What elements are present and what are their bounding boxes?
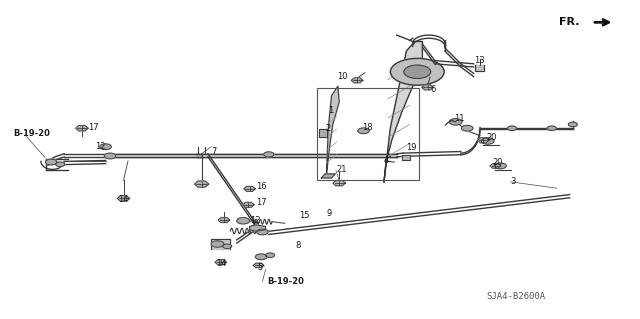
Text: 17: 17 bbox=[256, 198, 267, 207]
Circle shape bbox=[449, 119, 462, 125]
Text: 17: 17 bbox=[88, 123, 99, 132]
Circle shape bbox=[266, 253, 275, 257]
Text: 16: 16 bbox=[256, 182, 267, 191]
Polygon shape bbox=[253, 263, 264, 268]
Circle shape bbox=[100, 144, 111, 150]
Polygon shape bbox=[218, 218, 230, 223]
Text: 3: 3 bbox=[511, 177, 516, 186]
Text: 11: 11 bbox=[454, 114, 465, 122]
Circle shape bbox=[390, 58, 444, 85]
Text: SJA4-B2600A: SJA4-B2600A bbox=[486, 293, 545, 301]
Polygon shape bbox=[215, 260, 227, 265]
Circle shape bbox=[237, 218, 250, 224]
Polygon shape bbox=[475, 65, 484, 71]
Polygon shape bbox=[244, 186, 255, 191]
Text: 20: 20 bbox=[493, 158, 503, 167]
Text: 5: 5 bbox=[257, 263, 262, 271]
Text: 12: 12 bbox=[95, 142, 105, 151]
Text: 15: 15 bbox=[300, 211, 310, 220]
Circle shape bbox=[358, 128, 369, 134]
Text: 10: 10 bbox=[337, 72, 348, 81]
Text: FR.: FR. bbox=[559, 17, 580, 27]
Polygon shape bbox=[402, 155, 410, 160]
Circle shape bbox=[45, 159, 57, 165]
Text: 13: 13 bbox=[474, 56, 484, 65]
Circle shape bbox=[211, 241, 224, 247]
Text: 7: 7 bbox=[211, 147, 216, 156]
Polygon shape bbox=[76, 126, 88, 131]
Polygon shape bbox=[351, 78, 363, 83]
Text: 20: 20 bbox=[486, 133, 497, 142]
Polygon shape bbox=[333, 181, 346, 186]
Polygon shape bbox=[195, 181, 209, 187]
Polygon shape bbox=[422, 85, 433, 90]
Text: 19: 19 bbox=[406, 143, 417, 152]
Polygon shape bbox=[384, 41, 422, 182]
Polygon shape bbox=[319, 129, 327, 137]
Polygon shape bbox=[477, 138, 489, 143]
Text: 14: 14 bbox=[216, 259, 226, 268]
Text: 4: 4 bbox=[384, 156, 389, 165]
Text: 9: 9 bbox=[326, 209, 332, 218]
Circle shape bbox=[461, 125, 473, 131]
Circle shape bbox=[223, 244, 232, 249]
Text: 21: 21 bbox=[336, 165, 346, 174]
Polygon shape bbox=[211, 239, 230, 249]
Text: 2: 2 bbox=[326, 124, 331, 133]
Circle shape bbox=[495, 163, 506, 169]
Text: 12: 12 bbox=[250, 216, 260, 225]
Circle shape bbox=[257, 229, 268, 235]
Text: B-19-20: B-19-20 bbox=[13, 130, 50, 138]
Circle shape bbox=[508, 126, 516, 130]
Text: 6: 6 bbox=[430, 85, 435, 94]
Text: 1: 1 bbox=[328, 106, 333, 115]
Polygon shape bbox=[243, 202, 254, 207]
Text: 18: 18 bbox=[362, 123, 372, 132]
Text: 14: 14 bbox=[118, 195, 129, 204]
Bar bbox=[317, 88, 419, 180]
Polygon shape bbox=[250, 225, 266, 231]
Polygon shape bbox=[117, 196, 130, 201]
Polygon shape bbox=[321, 174, 335, 178]
Polygon shape bbox=[326, 86, 339, 175]
Text: B-19-20: B-19-20 bbox=[268, 277, 305, 286]
Circle shape bbox=[264, 152, 274, 157]
Circle shape bbox=[568, 122, 577, 127]
Circle shape bbox=[481, 138, 494, 144]
Circle shape bbox=[547, 126, 556, 130]
Circle shape bbox=[404, 65, 431, 78]
Polygon shape bbox=[490, 164, 500, 168]
Text: 8: 8 bbox=[296, 241, 301, 250]
Circle shape bbox=[56, 162, 65, 167]
Circle shape bbox=[104, 153, 116, 159]
Circle shape bbox=[255, 254, 267, 260]
